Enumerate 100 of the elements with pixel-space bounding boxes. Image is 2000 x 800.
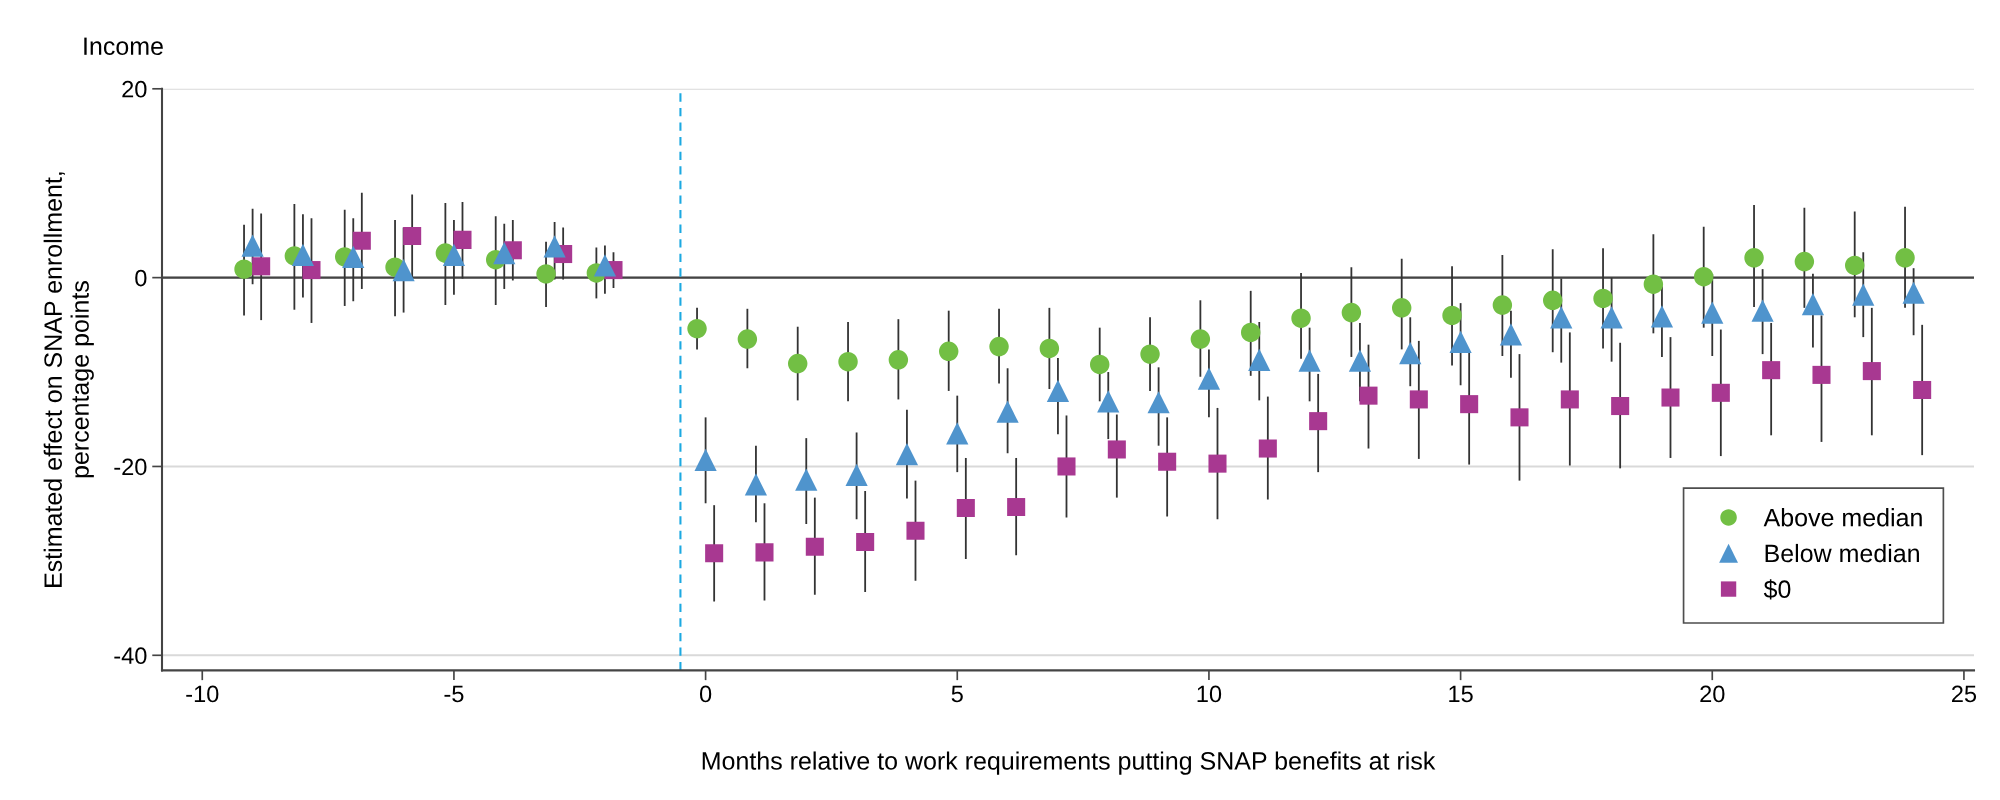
point [392, 258, 415, 282]
point [694, 448, 717, 471]
point [252, 257, 271, 276]
point [737, 329, 758, 349]
point [755, 543, 774, 562]
point [1348, 349, 1372, 372]
point [1140, 344, 1160, 364]
point [1399, 342, 1422, 365]
point [1107, 440, 1126, 459]
point [1902, 281, 1925, 304]
point [1359, 386, 1378, 405]
x-tick-label: 10 [1197, 685, 1222, 703]
x-tick-label: 20 [1700, 685, 1725, 703]
point [1046, 379, 1070, 403]
point [1701, 301, 1724, 324]
x-tick-label: -5 [444, 685, 464, 703]
point [1409, 390, 1428, 409]
point [1550, 306, 1573, 329]
point [1190, 329, 1211, 349]
point [1862, 362, 1881, 381]
point [996, 400, 1019, 423]
point [1240, 322, 1261, 343]
legend-label: Above median [1763, 508, 1922, 527]
point [1913, 380, 1932, 400]
point [946, 422, 969, 445]
point [1643, 274, 1664, 294]
point [1341, 302, 1362, 323]
point [453, 230, 472, 249]
legend-label: Below median [1765, 543, 1919, 563]
point [1852, 283, 1875, 306]
point [1510, 408, 1529, 427]
y-axis-title: Estimated effect on SNAP enrollment, percentage points [43, 172, 94, 587]
point [687, 318, 707, 339]
point [856, 532, 875, 552]
x-tick-label: 15 [1449, 685, 1473, 703]
point [1208, 454, 1227, 473]
point [241, 234, 264, 257]
point [1258, 439, 1277, 458]
point [1762, 361, 1781, 380]
point [1291, 308, 1311, 328]
point [442, 243, 466, 267]
point [1801, 292, 1825, 316]
point [989, 336, 1009, 357]
point [593, 254, 617, 277]
point [705, 544, 724, 563]
point [1661, 388, 1680, 407]
point [1744, 248, 1764, 268]
point [1542, 290, 1563, 311]
point [1611, 397, 1630, 416]
point [1895, 248, 1915, 268]
x-tick-label: -10 [186, 685, 219, 703]
point [1197, 367, 1221, 390]
point [805, 537, 824, 556]
point [1794, 251, 1815, 272]
point [1097, 390, 1120, 413]
point [1593, 288, 1613, 309]
point [744, 473, 768, 496]
y-tick-label: -40 [114, 647, 147, 665]
point [1147, 391, 1170, 414]
point [1248, 348, 1271, 371]
point [1693, 266, 1714, 287]
point [1158, 452, 1177, 471]
point [1089, 354, 1110, 375]
point [1449, 330, 1472, 353]
legend-title: Income [84, 37, 163, 56]
point [1600, 306, 1623, 329]
point [493, 241, 516, 265]
point [352, 231, 371, 250]
point [888, 350, 909, 370]
point [1039, 338, 1060, 359]
point [787, 353, 808, 374]
point [1650, 305, 1674, 328]
y-tick-label: 0 [135, 269, 147, 287]
point [906, 521, 925, 540]
point [845, 463, 868, 487]
point [536, 264, 556, 284]
point [342, 245, 365, 268]
x-tick-label: 5 [951, 685, 963, 703]
point [895, 443, 919, 466]
point [1007, 498, 1026, 517]
point [1751, 299, 1774, 322]
point [1298, 349, 1321, 372]
point [1442, 305, 1462, 326]
y-tick-label: -20 [114, 458, 147, 476]
point [1460, 395, 1479, 414]
point [1492, 295, 1513, 315]
point [1560, 390, 1579, 409]
point [1391, 298, 1412, 318]
y-tick-label: 20 [122, 80, 147, 98]
point [1812, 365, 1831, 384]
point [291, 243, 315, 267]
x-tick-label: 0 [699, 685, 712, 703]
point [1309, 412, 1328, 431]
point [1057, 457, 1076, 476]
point [403, 227, 422, 246]
point [938, 341, 959, 361]
point [838, 351, 858, 372]
point [1711, 383, 1730, 402]
point [234, 259, 254, 279]
point [1499, 323, 1523, 346]
